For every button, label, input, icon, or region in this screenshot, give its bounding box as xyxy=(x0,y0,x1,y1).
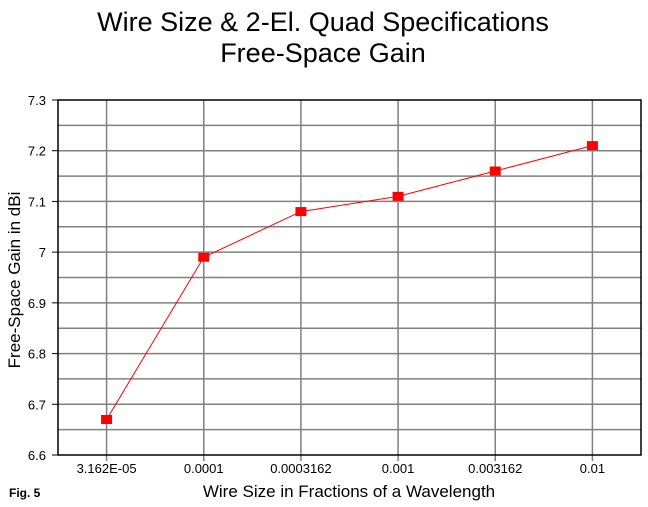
series-line xyxy=(106,145,593,420)
x-axis-ticks: 3.162E-05 0.0001 0.0003162 0.001 0.003162 0.0… xyxy=(77,461,605,476)
y-tick-label: 7.2 xyxy=(28,144,46,159)
x-tick-label: 0.003162 xyxy=(468,461,522,476)
x-tick-label: 0.0003162 xyxy=(270,461,331,476)
data-point xyxy=(295,207,307,217)
chart-title-line-1: Wire Size & 2-El. Quad Specifications xyxy=(97,7,549,37)
y-tick-label: 6.7 xyxy=(28,397,46,412)
plot-border xyxy=(57,99,642,456)
data-point xyxy=(489,166,501,176)
grid xyxy=(57,99,642,461)
y-tick-label: 6.6 xyxy=(28,448,46,463)
x-axis-label: Wire Size in Fractions of a Wavelength xyxy=(203,482,495,501)
data-point xyxy=(586,141,598,151)
x-tick-label: 0.01 xyxy=(580,461,605,476)
data-point xyxy=(101,415,113,424)
y-tick-label: 6.8 xyxy=(28,347,46,362)
y-tick-label: 7.1 xyxy=(28,194,46,209)
series-gain xyxy=(101,141,598,424)
chart-title-line-2: Free-Space Gain xyxy=(220,38,426,68)
data-point xyxy=(198,252,210,262)
x-tick-label: 0.0001 xyxy=(184,461,224,476)
x-tick-label: 3.162E-05 xyxy=(77,461,137,476)
figure-label: Fig. 5 xyxy=(9,486,41,500)
y-axis-ticks: 6.6 6.7 6.8 6.9 7 7.1 7.2 7.3 xyxy=(28,93,58,463)
data-point xyxy=(392,191,404,201)
x-tick-label: 0.001 xyxy=(382,461,415,476)
y-tick-label: 7.3 xyxy=(28,93,46,108)
y-axis-label: Free-Space Gain in dBi xyxy=(5,192,24,369)
y-tick-label: 7 xyxy=(39,245,46,260)
y-tick-label: 6.9 xyxy=(28,296,46,311)
